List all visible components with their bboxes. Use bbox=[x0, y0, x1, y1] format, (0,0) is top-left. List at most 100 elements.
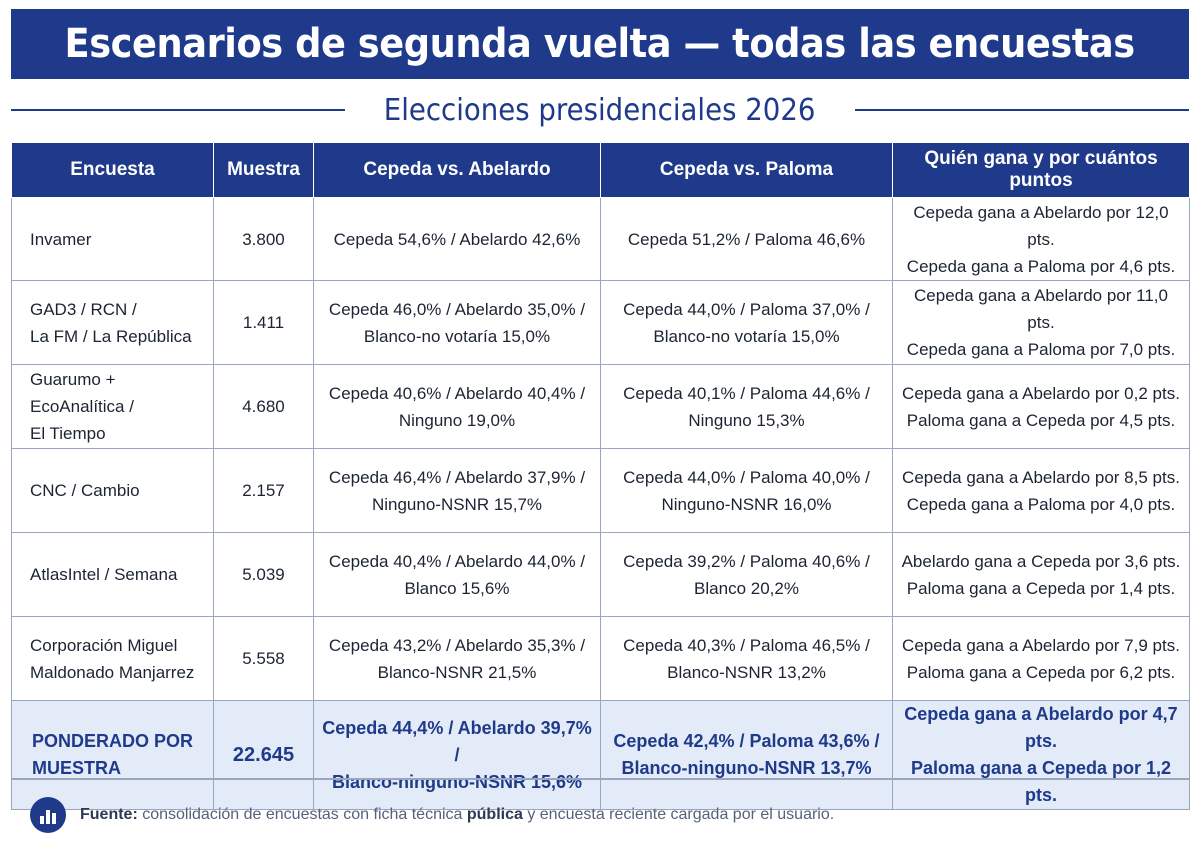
cell-paloma: Cepeda 42,4% / Paloma 43,6% / Blanco-ning… bbox=[600, 700, 893, 810]
cell-encuesta: GAD3 / RCN / La FM / La República bbox=[11, 280, 214, 365]
cell-line: Guarumo + EcoAnalítica / bbox=[30, 370, 134, 416]
subtitle-rule-right bbox=[854, 109, 1190, 111]
cell-line: AtlasIntel / Semana bbox=[30, 565, 178, 584]
cell-line: Blanco-ninguno-NSNR 15,6% bbox=[331, 771, 582, 792]
cell-line: Blanco 15,6% bbox=[404, 578, 510, 598]
cell-line: PONDERADO POR bbox=[32, 731, 194, 751]
cell-line: Cepeda gana a Paloma por 4,6 pts. bbox=[906, 256, 1176, 276]
polls-table: Encuesta Muestra Cepeda vs. Abelardo Cep… bbox=[11, 142, 1190, 810]
cell-paloma: Cepeda 44,0% / Paloma 37,0% / Blanco-no v… bbox=[600, 280, 893, 365]
cell-line: Paloma gana a Cepeda por 6,2 pts. bbox=[906, 662, 1176, 682]
cell-encuesta: Guarumo + EcoAnalítica / El Tiempo bbox=[11, 364, 214, 449]
cell-line: Blanco 20,2% bbox=[694, 578, 799, 598]
subtitle-rule-left bbox=[11, 109, 346, 111]
cell-abelardo: Cepeda 44,4% / Abelardo 39,7% / Blanco-ni… bbox=[313, 700, 601, 810]
cell-paloma: Cepeda 39,2% / Paloma 40,6% / Blanco 20,2… bbox=[600, 532, 893, 617]
table-row: Invamer 3.800 Cepeda 54,6% / Abelardo 42… bbox=[11, 197, 1190, 281]
cell-muestra: 22.645 bbox=[213, 700, 314, 810]
source-footer: Fuente: consolidación de encuestas con f… bbox=[30, 795, 834, 835]
cell-line: Cepeda gana a Abelardo por 8,5 pts. bbox=[902, 467, 1180, 487]
cell-line: El Tiempo bbox=[30, 424, 106, 443]
cell-line: Cepeda 46,4% / Abelardo 37,9% / bbox=[328, 467, 586, 487]
cell-line: Cepeda 40,3% / Paloma 46,5% / bbox=[623, 635, 870, 655]
cell-line: Cepeda gana a Abelardo por 7,9 pts. bbox=[902, 635, 1180, 655]
header-cepeda-vs-abelardo: Cepeda vs. Abelardo bbox=[313, 142, 601, 198]
cell-muestra: 2.157 bbox=[213, 448, 314, 533]
cell-line: GAD3 / RCN / bbox=[30, 299, 137, 319]
cell-line: Cepeda 40,6% / Abelardo 40,4% / bbox=[328, 383, 586, 403]
cell-line: Blanco-ninguno-NSNR 13,7% bbox=[621, 758, 872, 778]
cell-line: Cepeda 40,4% / Abelardo 44,0% / bbox=[328, 551, 586, 571]
cell-paloma: Cepeda 51,2% / Paloma 46,6% bbox=[600, 197, 893, 281]
cell-ganador: Cepeda gana a Abelardo por 4,7 pts. Palom… bbox=[892, 700, 1190, 810]
cell-abelardo: Cepeda 40,4% / Abelardo 44,0% / Blanco 15… bbox=[313, 532, 601, 617]
cell-line: Cepeda 40,1% / Paloma 44,6% / bbox=[623, 383, 870, 403]
cell-line: Cepeda gana a Abelardo por 4,7 pts. bbox=[904, 704, 1178, 751]
cell-line: Cepeda gana a Paloma por 7,0 pts. bbox=[906, 340, 1176, 359]
cell-encuesta: PONDERADO POR MUESTRA bbox=[11, 700, 214, 810]
cell-line: Abelardo gana a Cepeda por 3,6 pts. bbox=[901, 551, 1181, 571]
cell-muestra: 5.558 bbox=[213, 616, 314, 701]
cell-line: Cepeda gana a Abelardo por 12,0 pts. bbox=[913, 202, 1169, 249]
footer-text-bold: pública bbox=[466, 806, 523, 823]
subtitle-row: Elecciones presidenciales 2026 bbox=[11, 88, 1190, 132]
cell-encuesta: Invamer bbox=[11, 197, 214, 281]
cell-paloma: Cepeda 40,1% / Paloma 44,6% / Ninguno 15,… bbox=[600, 364, 893, 449]
cell-line: Cepeda gana a Paloma por 4,0 pts. bbox=[906, 494, 1176, 514]
cell-abelardo: Cepeda 43,2% / Abelardo 35,3% / Blanco-NS… bbox=[313, 616, 601, 701]
cell-line: Cepeda 54,6% / Abelardo 42,6% bbox=[333, 229, 581, 249]
header-ganador: Quién gana y por cuántos puntos bbox=[892, 142, 1190, 198]
cell-line: Cepeda gana a Abelardo por 0,2 pts. bbox=[902, 383, 1180, 403]
footer-text-before: consolidación de encuestas con ficha téc… bbox=[137, 806, 467, 823]
page-title: Escenarios de segunda vuelta — todas las… bbox=[64, 21, 1136, 67]
cell-line: Ninguno 19,0% bbox=[398, 410, 516, 430]
bar-chart-icon bbox=[30, 797, 66, 833]
cell-line: MUESTRA bbox=[32, 758, 121, 778]
cell-ganador: Cepeda gana a Abelardo por 0,2 pts. Palom… bbox=[892, 364, 1190, 449]
table-row: Guarumo + EcoAnalítica / El Tiempo 4.680 … bbox=[11, 364, 1190, 449]
header-encuesta: Encuesta bbox=[11, 142, 214, 198]
table-row: GAD3 / RCN / La FM / La República 1.411 C… bbox=[11, 280, 1190, 365]
cell-encuesta: Corporación Miguel Maldonado Manjarrez bbox=[11, 616, 214, 701]
footer-text: Fuente: consolidación de encuestas con f… bbox=[80, 806, 834, 824]
cell-line: Blanco-NSNR 21,5% bbox=[377, 662, 537, 682]
cell-line: CNC / Cambio bbox=[30, 481, 140, 500]
header-cepeda-vs-paloma: Cepeda vs. Paloma bbox=[600, 142, 893, 198]
cell-line: Invamer bbox=[30, 229, 92, 249]
cell-line: Cepeda 43,2% / Abelardo 35,3% / bbox=[328, 635, 586, 655]
cell-ganador: Cepeda gana a Abelardo por 8,5 pts. Ceped… bbox=[892, 448, 1190, 533]
cell-line: Blanco-no votaría 15,0% bbox=[363, 326, 551, 346]
cell-line: Maldonado Manjarrez bbox=[30, 662, 195, 682]
cell-line: Ninguno-NSNR 15,7% bbox=[371, 494, 543, 514]
cell-abelardo: Cepeda 46,4% / Abelardo 37,9% / Ninguno-N… bbox=[313, 448, 601, 533]
cell-line: Corporación Miguel bbox=[30, 635, 178, 655]
footer-text-after: y encuesta reciente cargada por el usuar… bbox=[522, 806, 835, 823]
table-header-row: Encuesta Muestra Cepeda vs. Abelardo Cep… bbox=[11, 142, 1190, 198]
cell-line: Cepeda 42,4% / Paloma 43,6% / bbox=[613, 731, 880, 751]
header-muestra: Muestra bbox=[213, 142, 314, 198]
cell-line: Paloma gana a Cepeda por 4,5 pts. bbox=[906, 410, 1176, 430]
cell-line: Blanco-no votaría 15,0% bbox=[653, 326, 840, 346]
weighted-total-row: PONDERADO POR MUESTRA 22.645 Cepeda 44,4%… bbox=[11, 700, 1190, 810]
cell-line: Paloma gana a Cepeda por 1,2 pts. bbox=[910, 758, 1172, 805]
cell-line: Ninguno-NSNR 16,0% bbox=[661, 494, 832, 514]
cell-abelardo: Cepeda 54,6% / Abelardo 42,6% bbox=[313, 197, 601, 281]
cell-ganador: Cepeda gana a Abelardo por 7,9 pts. Palom… bbox=[892, 616, 1190, 701]
cell-paloma: Cepeda 40,3% / Paloma 46,5% / Blanco-NSNR… bbox=[600, 616, 893, 701]
cell-ganador: Cepeda gana a Abelardo por 12,0 pts. Cepe… bbox=[892, 197, 1190, 281]
cell-abelardo: Cepeda 46,0% / Abelardo 35,0% / Blanco-no… bbox=[313, 280, 601, 365]
table-row: AtlasIntel / Semana 5.039 Cepeda 40,4% /… bbox=[11, 532, 1190, 617]
table-row: CNC / Cambio 2.157 Cepeda 46,4% / Abelar… bbox=[11, 448, 1190, 533]
footer-label: Fuente: bbox=[80, 806, 138, 823]
cell-line: Cepeda 44,4% / Abelardo 39,7% / bbox=[322, 717, 592, 765]
cell-muestra: 1.411 bbox=[213, 280, 314, 365]
cell-line: Cepeda 46,0% / Abelardo 35,0% / bbox=[328, 299, 586, 319]
cell-line: Ninguno 15,3% bbox=[688, 410, 805, 430]
cell-line: Cepeda 44,0% / Paloma 37,0% / bbox=[623, 299, 870, 319]
cell-ganador: Cepeda gana a Abelardo por 11,0 pts. Cepe… bbox=[892, 280, 1190, 365]
cell-abelardo: Cepeda 40,6% / Abelardo 40,4% / Ninguno 1… bbox=[313, 364, 601, 449]
cell-line: Cepeda 39,2% / Paloma 40,6% / bbox=[623, 551, 870, 571]
cell-encuesta: AtlasIntel / Semana bbox=[11, 532, 214, 617]
cell-line: Blanco-NSNR 13,2% bbox=[667, 662, 826, 682]
cell-muestra: 5.039 bbox=[213, 532, 314, 617]
